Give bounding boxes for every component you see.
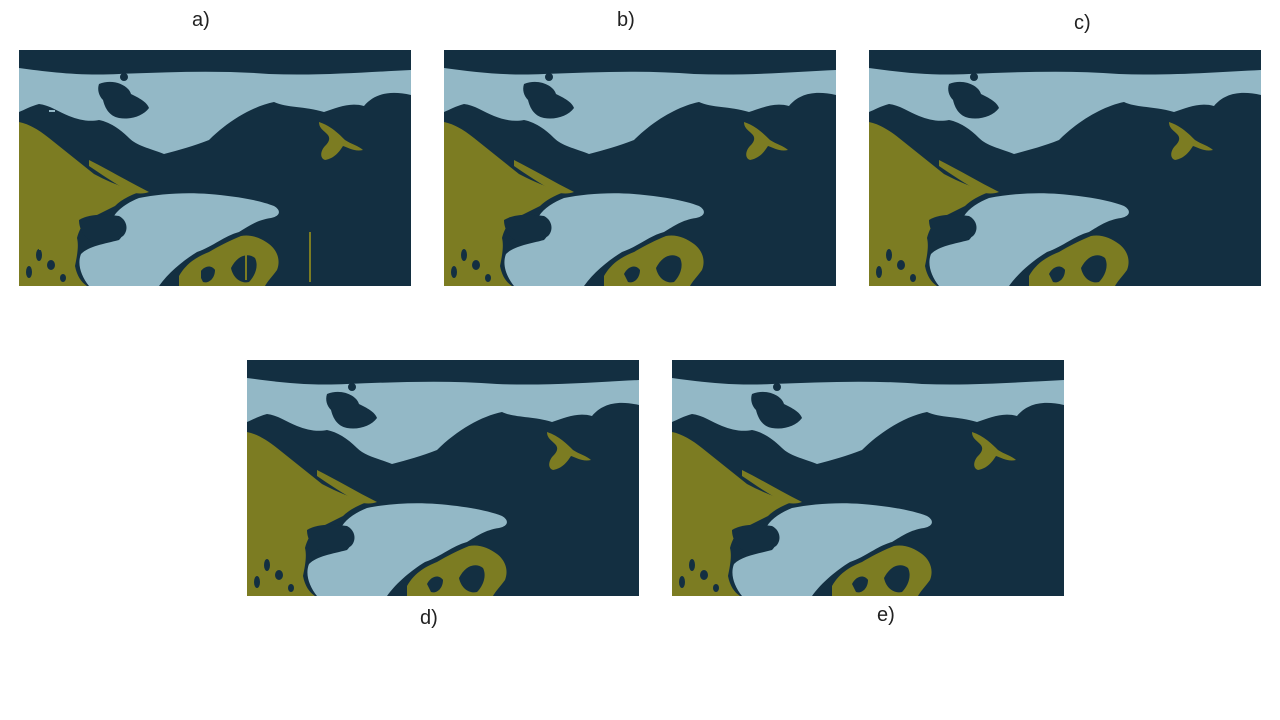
panel-label-c: c) [1074,12,1091,34]
segmented-landscape-e: .c-dark{fill:#132f41}.c-light{fill:#93b8… [672,360,1064,596]
segmented-landscape-c: .c-dark{fill:#132f41}.c-light{fill:#93b8… [869,50,1261,286]
panel-b-image: .c-dark{fill:#132f41}.c-light{fill:#93b8… [444,50,836,286]
panel-label-d: d) [420,607,438,629]
panel-label-b: b) [617,9,635,31]
panel-label-e: e) [877,604,895,626]
segmented-landscape-b: .c-dark{fill:#132f41}.c-light{fill:#93b8… [444,50,836,286]
panel-label-a: a) [192,9,210,31]
panel-c-image: .c-dark{fill:#132f41}.c-light{fill:#93b8… [869,50,1261,286]
panel-d-image: .c-dark{fill:#132f41}.c-light{fill:#93b8… [247,360,639,596]
segmented-landscape-a: .c-dark{fill:#132f41}.c-light{fill:#93b8… [19,50,411,286]
panel-a-image: .c-dark{fill:#132f41}.c-light{fill:#93b8… [19,50,411,286]
panel-e-image: .c-dark{fill:#132f41}.c-light{fill:#93b8… [672,360,1064,596]
segmented-landscape-d: .c-dark{fill:#132f41}.c-light{fill:#93b8… [247,360,639,596]
